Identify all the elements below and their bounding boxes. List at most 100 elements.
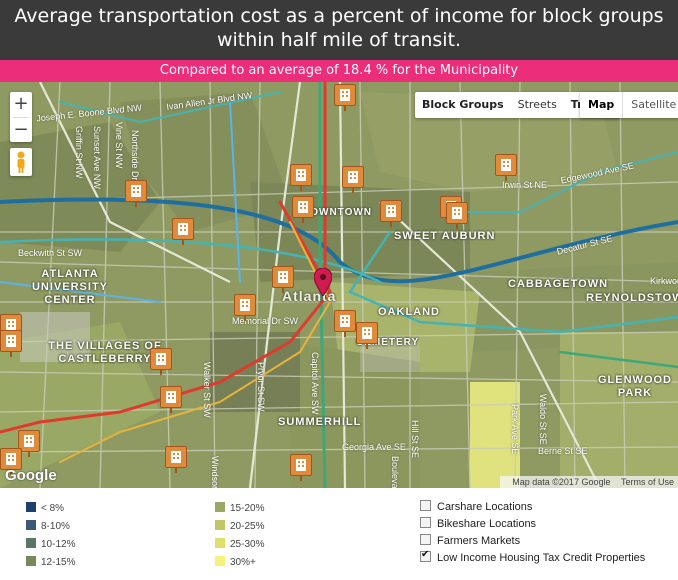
- street-label: Windsor St SW: [210, 456, 220, 488]
- legend-panel: < 8% 8-10% 10-12% 12-15% 15-20% 20-25% 2…: [0, 488, 678, 580]
- overlay-farmers-markets-checkbox[interactable]: Farmers Markets: [420, 534, 520, 547]
- street-label: Waldo St SE: [538, 394, 548, 445]
- legend-swatch: [26, 538, 36, 548]
- overlay-carshare-checkbox[interactable]: Carshare Locations: [420, 500, 532, 513]
- legend-item: 10-12%: [26, 538, 75, 550]
- legend-swatch: [215, 538, 225, 548]
- legend-swatch: [26, 502, 36, 512]
- area-label-downtown: DOWNTOWN: [302, 207, 373, 218]
- map-base-layer: [0, 82, 678, 488]
- overlay-label: Farmers Markets: [437, 535, 521, 547]
- lihtc-building-icon[interactable]: [342, 166, 364, 193]
- legend-swatch: [26, 556, 36, 566]
- street-label: Capitol Ave SW: [310, 352, 320, 415]
- street-label: Vine St NW: [114, 122, 124, 169]
- area-label-castleberry: THE VILLAGES OF CASTLEBERRY: [48, 340, 162, 365]
- legend-label: 8-10%: [41, 521, 70, 532]
- street-label: Beckwith St SW: [18, 248, 83, 258]
- terms-of-use-link[interactable]: Terms of Use: [620, 477, 674, 487]
- map-data-credit: Map data ©2017 Google: [512, 477, 611, 487]
- lihtc-building-icon[interactable]: [290, 164, 312, 191]
- lihtc-building-icon[interactable]: [334, 84, 356, 111]
- street-label: Pryor St SW: [256, 362, 266, 412]
- lihtc-building-icon[interactable]: [495, 154, 517, 181]
- lihtc-building-icon[interactable]: [272, 266, 294, 293]
- layer-toggle-streets[interactable]: Streets: [517, 98, 557, 111]
- map-type-map-button[interactable]: Map: [580, 92, 624, 118]
- legend-swatch: [26, 520, 36, 530]
- legend-label: 20-25%: [230, 521, 265, 532]
- street-label: Hill St SE: [410, 420, 420, 459]
- legend-label: 12-15%: [41, 557, 76, 568]
- lihtc-building-icon[interactable]: [160, 386, 182, 413]
- street-label: Berne St SE: [538, 446, 588, 456]
- legend-item: 25-30%: [215, 538, 264, 550]
- lihtc-building-icon[interactable]: [292, 196, 314, 223]
- municipality-average-bar: Compared to an average of 18.4 % for the…: [0, 60, 678, 82]
- lihtc-building-icon[interactable]: [234, 294, 256, 321]
- lihtc-building-icon[interactable]: [334, 310, 356, 337]
- legend-label: 15-20%: [230, 503, 265, 514]
- legend-label: 30%+: [230, 557, 256, 568]
- street-label: Georgia Ave SE: [342, 442, 406, 452]
- legend-swatch: [215, 502, 225, 512]
- map-type-control: Map Satellite: [580, 92, 678, 118]
- area-label-summerhill: SUMMERHILL: [278, 416, 362, 428]
- street-label: Kirkwood: [650, 276, 678, 286]
- overlay-bikeshare-checkbox[interactable]: Bikeshare Locations: [420, 517, 536, 530]
- area-label-reynoldstown: REYNOLDSTOWN: [586, 292, 678, 304]
- overlay-label: Bikeshare Locations: [437, 518, 537, 530]
- layer-toggle-block-groups[interactable]: Block Groups: [422, 98, 504, 111]
- overlay-label: Carshare Locations: [437, 501, 533, 513]
- street-view-pegman-icon[interactable]: [10, 148, 32, 176]
- map-canvas[interactable]: ATLANTA UNIVERSITY CENTER THE VILLAGES O…: [0, 82, 678, 488]
- zoom-divider: [13, 117, 29, 118]
- lihtc-building-icon[interactable]: [356, 322, 378, 349]
- legend-item: 20-25%: [215, 520, 264, 532]
- map-attribution: Map data ©2017 Google Terms of Use: [500, 476, 678, 488]
- legend-item: < 8%: [26, 502, 64, 514]
- zoom-out-button[interactable]: −: [13, 119, 29, 140]
- page-title-line-2: within half mile of transit.: [216, 29, 462, 51]
- lihtc-building-icon[interactable]: [18, 430, 40, 457]
- street-label: Park Ave SE: [510, 404, 520, 455]
- zoom-control: + −: [10, 92, 32, 142]
- street-label: Sunset Ave NW: [92, 126, 102, 189]
- area-label-oakland: OAKLAND: [378, 306, 440, 318]
- area-label-cabbagetown: CABBAGETOWN: [508, 278, 609, 290]
- legend-swatch: [215, 556, 225, 566]
- legend-label: 10-12%: [41, 539, 76, 550]
- lihtc-building-icon[interactable]: [125, 180, 147, 207]
- lihtc-building-icon[interactable]: [290, 454, 312, 481]
- street-label: Irwin St NE: [502, 180, 548, 190]
- location-pin-icon[interactable]: [314, 268, 332, 296]
- area-label-cemetery: CEMETERY: [356, 337, 420, 348]
- lihtc-building-icon[interactable]: [380, 200, 402, 227]
- street-label: Walker St SW: [202, 362, 212, 418]
- lihtc-building-icon[interactable]: [165, 446, 187, 473]
- legend-label: 25-30%: [230, 539, 265, 550]
- header-banner: Average transportation cost as a percent…: [0, 0, 678, 60]
- overlay-label: Low Income Housing Tax Credit Properties: [437, 552, 646, 564]
- legend-label: < 8%: [41, 503, 65, 514]
- area-label-auc: ATLANTA UNIVERSITY CENTER: [31, 268, 108, 306]
- legend-item: 12-15%: [26, 556, 75, 568]
- lihtc-building-icon[interactable]: [150, 348, 172, 375]
- area-label-glenwood-park: GLENWOOD PARK: [598, 374, 672, 399]
- zoom-in-button[interactable]: +: [13, 93, 29, 114]
- area-label-sweet-auburn: SWEET AUBURN: [394, 230, 496, 242]
- lihtc-building-icon[interactable]: [0, 330, 22, 357]
- lihtc-building-icon[interactable]: [172, 218, 194, 245]
- google-logo: Google: [5, 467, 57, 484]
- map-type-satellite-button[interactable]: Satellite: [631, 98, 677, 111]
- page-title-line-1: Average transportation cost as a percent…: [14, 5, 664, 27]
- legend-swatch: [215, 520, 225, 530]
- lihtc-building-icon[interactable]: [0, 448, 22, 475]
- lihtc-building-icon[interactable]: [446, 202, 468, 229]
- legend-item: 8-10%: [26, 520, 70, 532]
- legend-item: 15-20%: [215, 502, 264, 514]
- street-label: Memorial Dr SW: [232, 316, 299, 326]
- legend-item: 30%+: [215, 556, 256, 568]
- street-label: Boulevard SE: [390, 456, 400, 488]
- overlay-lihtc-checkbox[interactable]: Low Income Housing Tax Credit Properties: [420, 549, 646, 564]
